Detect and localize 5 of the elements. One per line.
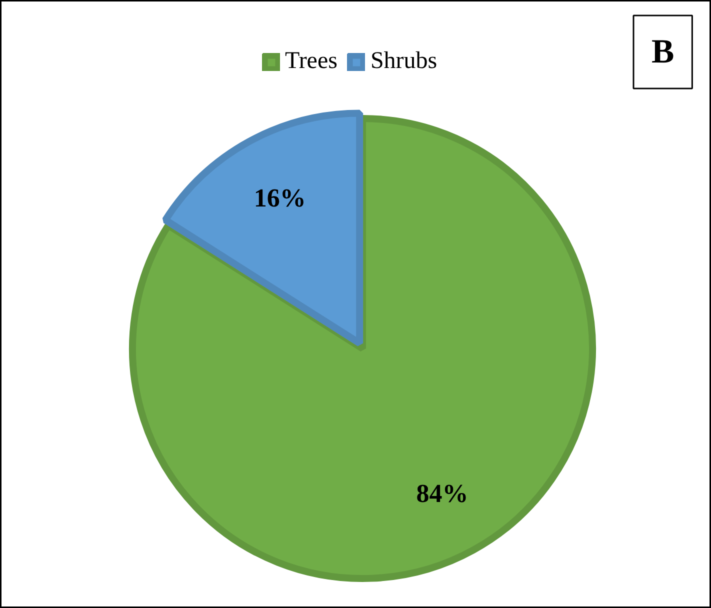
data-label: 16%	[254, 184, 306, 213]
text: B	[652, 34, 674, 70]
legend-label: Shrubs	[370, 48, 438, 75]
data-label: 84%	[416, 479, 468, 508]
legend-label: Trees	[285, 48, 338, 75]
